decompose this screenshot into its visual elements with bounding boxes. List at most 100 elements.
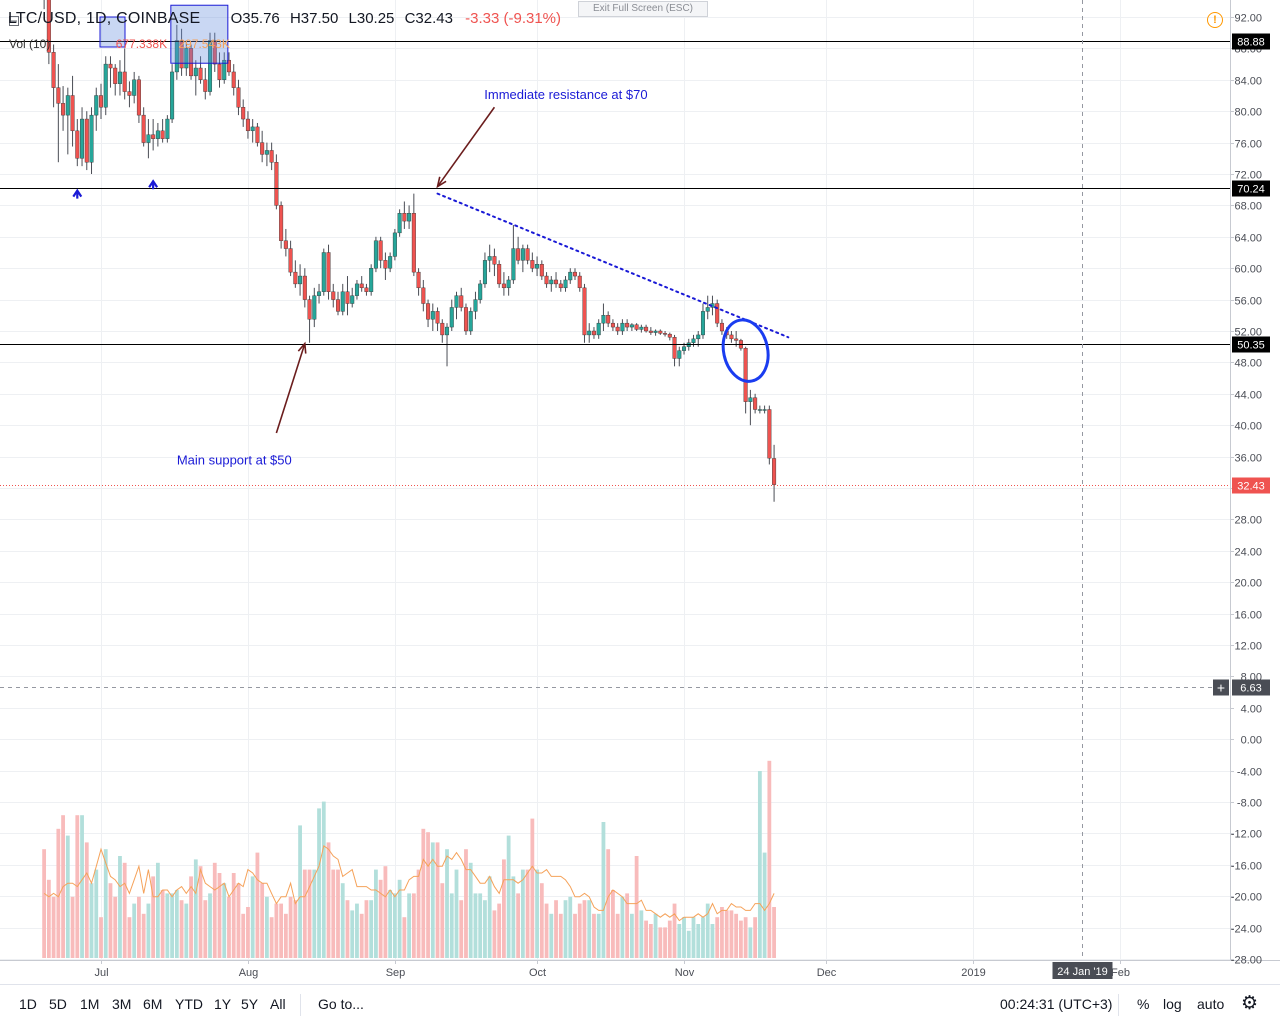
candle-body bbox=[544, 275, 549, 285]
candle-body bbox=[241, 107, 246, 120]
clock-timezone[interactable]: 00:24:31 (UTC+3) bbox=[1000, 996, 1113, 1012]
symbol-legend[interactable]: LTC/USD, 1D, COINBASE O35.76 H37.50 L30.… bbox=[8, 10, 561, 28]
candle-body bbox=[189, 48, 194, 77]
candle-body bbox=[312, 295, 317, 320]
price-tick-label: 52.00 bbox=[1234, 327, 1262, 339]
candle-body bbox=[520, 248, 525, 261]
candle-body bbox=[307, 299, 312, 320]
volume-legend[interactable]: Vol (10) 677.338K 297.543K bbox=[9, 37, 230, 51]
exit-fullscreen-button[interactable]: Exit Full Screen (ESC) bbox=[578, 1, 708, 17]
level-label-box bbox=[1232, 180, 1270, 197]
candle-body bbox=[203, 79, 208, 92]
timeframe-5d[interactable]: 5D bbox=[49, 996, 67, 1012]
candle-body bbox=[274, 162, 279, 206]
gear-icon[interactable]: ⚙ bbox=[1241, 993, 1259, 1014]
timeframe-1d[interactable]: 1D bbox=[19, 996, 37, 1012]
last-price-label: 32.43 bbox=[1237, 481, 1265, 493]
volume-bar bbox=[653, 913, 658, 958]
close-value: 32.43 bbox=[415, 10, 453, 27]
candle-body bbox=[426, 303, 431, 320]
price-tick-label: 84.00 bbox=[1234, 76, 1262, 88]
volume-bar bbox=[298, 825, 302, 958]
volume-bar bbox=[246, 907, 250, 958]
volume-bar bbox=[321, 801, 326, 958]
volume-bar bbox=[137, 896, 141, 958]
candle-body bbox=[587, 330, 592, 336]
volume-bar bbox=[421, 828, 426, 958]
price-tick-label: 44.00 bbox=[1234, 390, 1262, 402]
candle-body bbox=[407, 213, 412, 222]
candle-body bbox=[753, 397, 758, 410]
candle-body bbox=[653, 330, 658, 333]
candle-body bbox=[648, 330, 653, 333]
time-tick-label: Oct bbox=[529, 967, 546, 979]
goto-button[interactable]: Go to... bbox=[318, 996, 364, 1012]
high-value: 37.50 bbox=[300, 10, 339, 27]
candle-body bbox=[463, 307, 468, 332]
candle-body bbox=[70, 95, 75, 132]
volume-bar bbox=[103, 849, 108, 958]
candle-body bbox=[146, 134, 151, 143]
timeframe-3m[interactable]: 3M bbox=[112, 996, 132, 1012]
volume-bar bbox=[155, 862, 160, 958]
candle-body bbox=[691, 338, 696, 343]
volume-bar bbox=[468, 862, 473, 958]
candle-body bbox=[606, 315, 611, 324]
candle-body bbox=[61, 103, 66, 116]
time-tick-label: Dec bbox=[817, 967, 837, 979]
volume-bar bbox=[364, 900, 369, 958]
volume-bar bbox=[682, 917, 686, 958]
crosshair-date-box bbox=[1052, 962, 1113, 979]
volume-bar bbox=[596, 913, 601, 958]
candle-body bbox=[591, 330, 596, 336]
volume-bar bbox=[772, 907, 776, 958]
volume-bar bbox=[374, 869, 378, 958]
candle-body bbox=[165, 118, 170, 139]
volume-label: Vol (10) bbox=[9, 37, 51, 51]
volume-bar bbox=[184, 903, 189, 958]
candle-body bbox=[255, 126, 260, 143]
volume-bar bbox=[634, 856, 639, 958]
percent-scale-button[interactable]: % bbox=[1137, 996, 1150, 1012]
candle-body bbox=[369, 268, 374, 292]
time-tick-label: Nov bbox=[675, 967, 695, 979]
candle-body bbox=[430, 311, 435, 320]
volume-bar bbox=[326, 842, 331, 958]
volume-bar bbox=[667, 920, 672, 958]
candle-body bbox=[644, 326, 649, 332]
candle-body bbox=[625, 322, 630, 328]
price-tick-label: 28.00 bbox=[1234, 515, 1262, 527]
symbol-name[interactable]: LTC/USD, 1D, COINBASE bbox=[8, 10, 201, 27]
timeframe-1m[interactable]: 1M bbox=[80, 996, 100, 1012]
alert-icon[interactable]: ! bbox=[1207, 12, 1223, 28]
price-tick-label: 20.00 bbox=[1234, 578, 1262, 590]
timeframe-6m[interactable]: 6M bbox=[143, 996, 163, 1012]
volume-bar bbox=[392, 893, 397, 958]
candle-body bbox=[326, 252, 331, 292]
candle-body bbox=[696, 334, 701, 340]
auto-scale-button[interactable]: auto bbox=[1197, 996, 1225, 1012]
log-scale-button[interactable]: log bbox=[1163, 996, 1182, 1012]
timeframe-all[interactable]: All bbox=[270, 996, 286, 1012]
volume-bar bbox=[611, 890, 615, 958]
timeframe-5y[interactable]: 5Y bbox=[241, 996, 259, 1012]
volume-bar bbox=[127, 917, 132, 958]
toolbar-divider bbox=[1118, 994, 1119, 1016]
volume-bar bbox=[743, 917, 748, 958]
time-tick-label: Feb bbox=[1111, 967, 1130, 979]
support-arrow-head bbox=[297, 341, 307, 354]
volume-bar bbox=[739, 920, 743, 958]
plus-icon: + bbox=[1217, 680, 1225, 696]
volume-bar bbox=[122, 862, 127, 958]
timeframe-ytd[interactable]: YTD bbox=[175, 996, 203, 1012]
candle-body bbox=[212, 40, 217, 65]
candle-body bbox=[264, 150, 269, 155]
candle-body bbox=[416, 271, 421, 289]
timeframe-1y[interactable]: 1Y bbox=[214, 996, 232, 1012]
volume-bar bbox=[478, 893, 483, 958]
volume-bar bbox=[350, 910, 355, 958]
volume-bar bbox=[724, 910, 729, 958]
candle-body bbox=[98, 95, 103, 108]
volume-bar bbox=[340, 883, 345, 958]
